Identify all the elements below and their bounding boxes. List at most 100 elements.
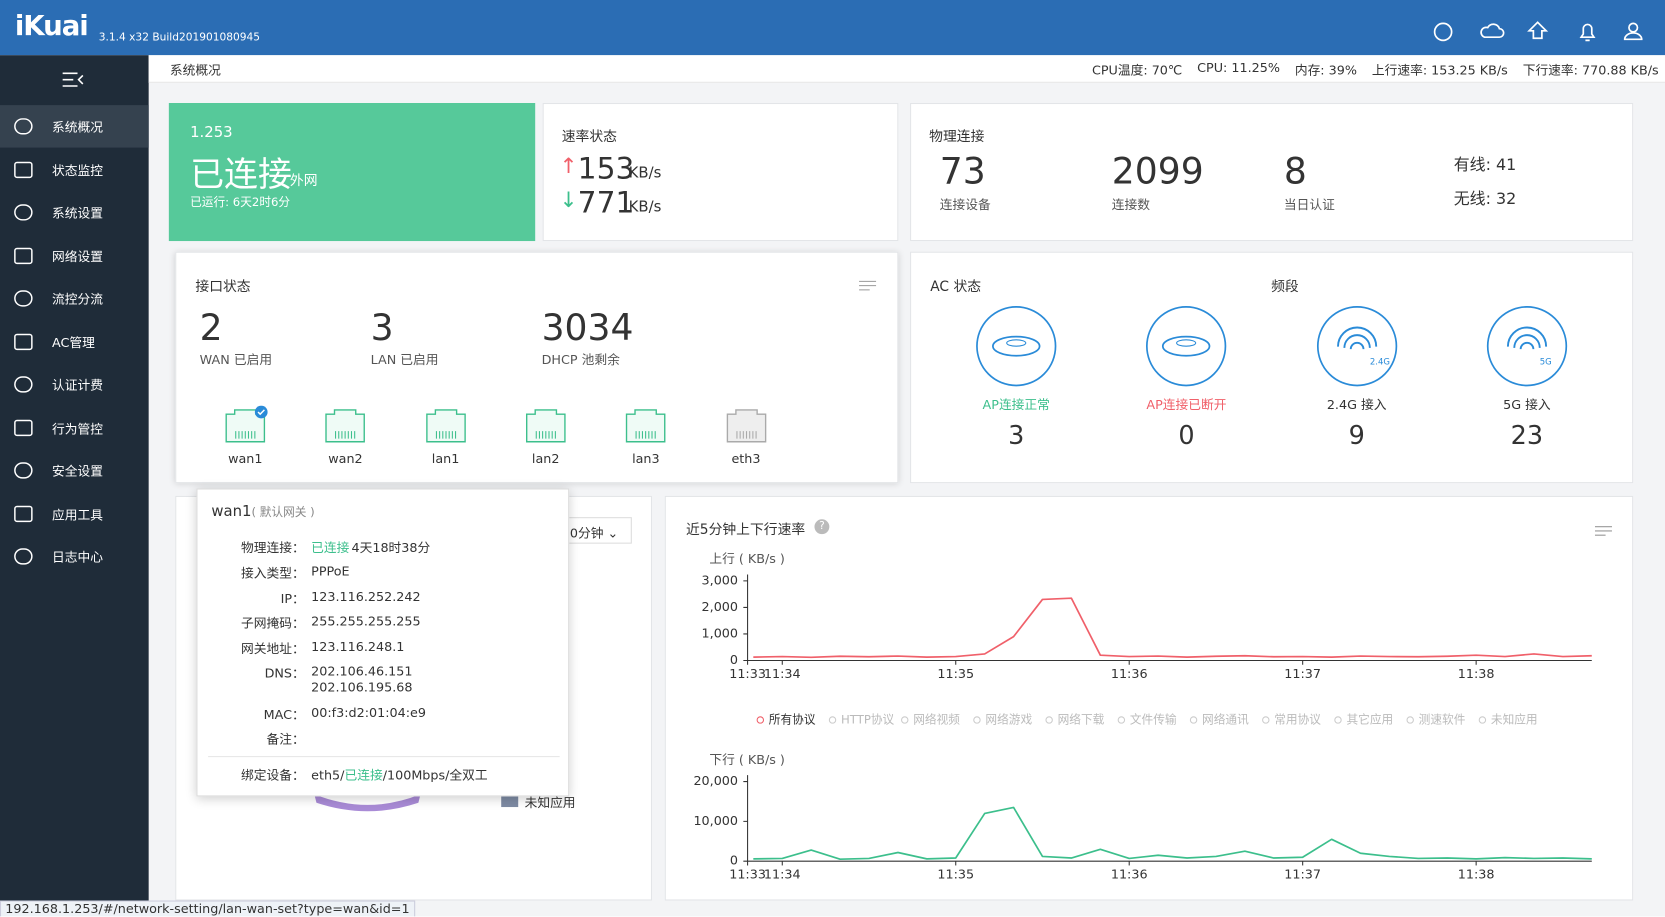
legend-label[interactable]: 所有协议: [769, 712, 816, 726]
stat-value: 2: [199, 306, 223, 350]
row-label: 接入类型：: [241, 565, 305, 581]
ap-shape: [992, 335, 1041, 357]
x-tick-label: 11:35: [937, 667, 974, 682]
legend-dot[interactable]: [1478, 716, 1487, 724]
rate-card: 速率状态 ↑ 153 KB/s ↓ 771 KB/s: [542, 103, 899, 242]
stat-label: WAN 已启用: [199, 352, 273, 368]
ac-icon: [976, 306, 1057, 387]
icon-shape: [14, 290, 33, 307]
ap-shape: [1162, 335, 1211, 357]
iface-card: 接口状态 2 WAN 已启用 3 LAN 已启用 3034 DHCP 池剩余 wan1 wan…: [175, 251, 899, 484]
selected-badge: [254, 405, 268, 419]
legend-dot[interactable]: [1334, 716, 1342, 724]
legend-label[interactable]: 网络通讯: [1202, 712, 1249, 726]
port-icon[interactable]: [622, 406, 669, 446]
wan-card: 1.253 已连接 外网 已运行: 6天2时6分: [168, 103, 536, 242]
port-icon[interactable]: [723, 406, 770, 446]
legend-label: 未知应用: [524, 795, 576, 811]
ap-shape: [1006, 339, 1027, 347]
ac-icon: 5G: [1486, 306, 1568, 387]
menu-item[interactable]: 系统概况: [0, 105, 149, 148]
menu-item[interactable]: 应用工具: [0, 492, 149, 534]
down-arrow: ↓: [559, 186, 578, 213]
menu-item[interactable]: 系统设置: [0, 191, 149, 233]
x-tick-label: 11:33: [729, 868, 766, 883]
legend-dot[interactable]: [1406, 716, 1414, 724]
icon-shape: [14, 247, 33, 264]
menu-icon: [14, 505, 33, 522]
legend-dot[interactable]: [1117, 716, 1126, 724]
ac-value: 3: [1008, 420, 1025, 451]
bell-icon[interactable]: [1579, 23, 1596, 42]
rate-down: 771: [577, 184, 635, 220]
menu-label: 应用工具: [52, 507, 104, 522]
menu-item[interactable]: 状态监控: [0, 148, 149, 190]
legend-dot[interactable]: [901, 716, 909, 724]
stat-label: 连接数: [1111, 197, 1151, 213]
ac-label: 5G 接入: [1503, 397, 1551, 413]
menu-item[interactable]: 行为管控: [0, 406, 149, 448]
menu-item[interactable]: 网络设置: [0, 234, 149, 276]
stat-value: 3: [370, 306, 394, 350]
menu-icon[interactable]: [1594, 525, 1613, 540]
menu-item[interactable]: AC管理: [0, 320, 149, 362]
menu-item[interactable]: 认证计费: [0, 363, 149, 405]
ac-label: AP连接正常: [982, 397, 1050, 413]
legend-label[interactable]: 其它应用: [1346, 712, 1393, 726]
legend-label[interactable]: 未知应用: [1491, 712, 1538, 726]
range-select[interactable]: 30分钟 ⌄: [552, 517, 632, 544]
menu-label: 行为管控: [52, 421, 104, 436]
cloud-icon[interactable]: [1480, 23, 1505, 39]
wan-uptime: 已运行: 6天2时6分: [190, 195, 291, 210]
port-icon[interactable]: [222, 405, 269, 446]
wan-sub: 外网: [289, 173, 318, 190]
rate-unit: KB/s: [628, 164, 662, 182]
menu-icon: [14, 376, 33, 393]
port-icon[interactable]: [322, 406, 369, 446]
legend-label[interactable]: 网络下载: [1058, 712, 1105, 726]
up-arrow: ↑: [559, 152, 578, 179]
row-label: 子网掩码：: [241, 615, 305, 631]
port-icon[interactable]: [522, 406, 569, 446]
legend-label[interactable]: HTTP协议: [841, 712, 895, 726]
x-tick-label: 11:34: [764, 667, 801, 682]
legend-label[interactable]: 网络游戏: [985, 712, 1032, 726]
wifi-arc: [1513, 334, 1541, 348]
menu-icon: [14, 419, 33, 436]
icon-shape: [14, 118, 33, 135]
status-item: 内存: 39%: [1294, 62, 1357, 78]
breadcrumb: 系统概况: [169, 62, 221, 78]
legend-dot[interactable]: [1045, 716, 1053, 724]
legend-label[interactable]: 常用协议: [1274, 712, 1321, 726]
legend-dot[interactable]: [756, 716, 765, 724]
user-icon[interactable]: [1628, 22, 1639, 33]
help-icon[interactable]: ?: [814, 519, 830, 535]
menu-icon[interactable]: [858, 279, 877, 294]
row-value: 202.106.46.151: [311, 663, 413, 679]
legend-label[interactable]: 网络视频: [913, 712, 960, 726]
binding-part: eth5/: [311, 767, 345, 783]
row-label: 备注：: [266, 731, 305, 747]
legend-dot[interactable]: [1262, 716, 1270, 724]
menu-item[interactable]: 流控分流: [0, 277, 149, 319]
x-tick-label: 11:38: [1458, 667, 1495, 682]
breadcrumb-bar: 系统概况 CPU温度: 70℃ CPU: 11.25% 内存: 39% 上行速率: 1…: [148, 55, 1665, 83]
port-icon[interactable]: [422, 406, 469, 446]
stat-label: 当日认证: [1283, 197, 1335, 213]
x-tick-label: 11:34: [764, 868, 801, 883]
status-url: 192.168.1.253/#/network-setting/lan-wan-…: [0, 900, 415, 917]
home-icon[interactable]: [1527, 21, 1549, 40]
legend-dot[interactable]: [828, 716, 837, 724]
menu-item[interactable]: 安全设置: [0, 449, 149, 491]
menu-icon: [14, 548, 33, 565]
collapse-icon[interactable]: [62, 70, 85, 89]
card-title: 物理连接: [929, 129, 985, 146]
legend-dot[interactable]: [1189, 716, 1198, 724]
legend-label[interactable]: 文件传输: [1130, 712, 1177, 726]
y-tick-label: 1,000: [702, 626, 738, 641]
wifi-arc: [1336, 326, 1377, 347]
legend-label[interactable]: 测速软件: [1419, 712, 1466, 726]
dashboard-icon[interactable]: [1433, 22, 1453, 42]
legend-dot[interactable]: [973, 716, 981, 724]
menu-item[interactable]: 日志中心: [0, 535, 149, 577]
